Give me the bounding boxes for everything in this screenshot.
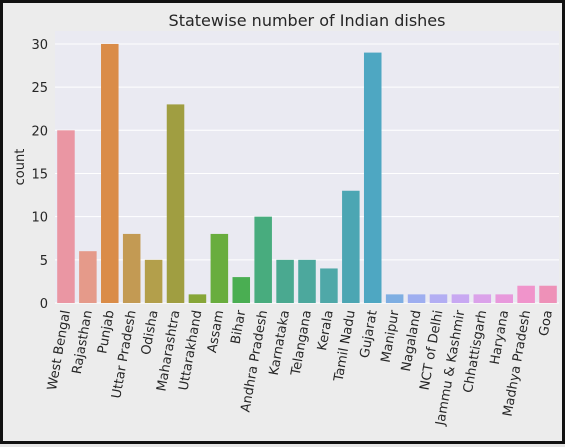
chart-title: Statewise number of Indian dishes (169, 11, 446, 30)
y-tick-label: 5 (40, 254, 48, 269)
bar (320, 268, 338, 303)
x-tick-label: Punjab (95, 309, 117, 355)
bar (79, 251, 97, 303)
bar (495, 294, 513, 303)
y-tick-label: 20 (31, 124, 48, 139)
bar (342, 190, 360, 303)
bar (122, 233, 141, 303)
y-tick-label: 15 (31, 167, 48, 182)
x-tick-label: Odisha (139, 309, 162, 356)
bar (144, 259, 163, 303)
x-tick-label: Gujarat (358, 309, 381, 359)
y-tick-labels: 0 5 10 15 20 25 30 (31, 38, 48, 312)
bar (539, 285, 557, 303)
bar (232, 277, 251, 303)
bar (451, 294, 470, 303)
x-tick-label: Goa (537, 309, 556, 337)
bar (188, 294, 207, 303)
bar (166, 104, 185, 304)
bar (210, 233, 229, 303)
bar (101, 43, 119, 303)
x-tick-label: Manipur (379, 308, 403, 363)
x-tick-label: Tamil Nadu (331, 309, 358, 383)
bar (298, 259, 316, 303)
bars (57, 43, 557, 304)
x-tick-label: Telangana (289, 309, 315, 378)
bar (517, 285, 535, 303)
bar (473, 294, 492, 303)
bar (407, 294, 426, 303)
y-tick-label: 25 (31, 81, 48, 96)
y-axis-label: count (13, 149, 28, 186)
bar (254, 216, 272, 303)
y-tick-label: 30 (31, 38, 48, 53)
x-tick-label: Nagaland (399, 309, 425, 373)
x-tick-label: Haryana (488, 309, 512, 366)
x-tick-label: Assam (205, 309, 227, 354)
y-tick-label: 0 (40, 297, 48, 312)
bar (429, 294, 448, 303)
bar (57, 130, 75, 303)
x-tick-label: West Bengal (45, 309, 74, 391)
y-tick-label: 10 (31, 211, 48, 226)
x-tick-label: Kerala (315, 309, 337, 352)
x-tick-label: Rajasthan (70, 309, 96, 375)
bar (363, 52, 382, 303)
bar (276, 259, 294, 303)
x-tick-label: Bihar (229, 308, 250, 345)
bar (385, 294, 404, 303)
